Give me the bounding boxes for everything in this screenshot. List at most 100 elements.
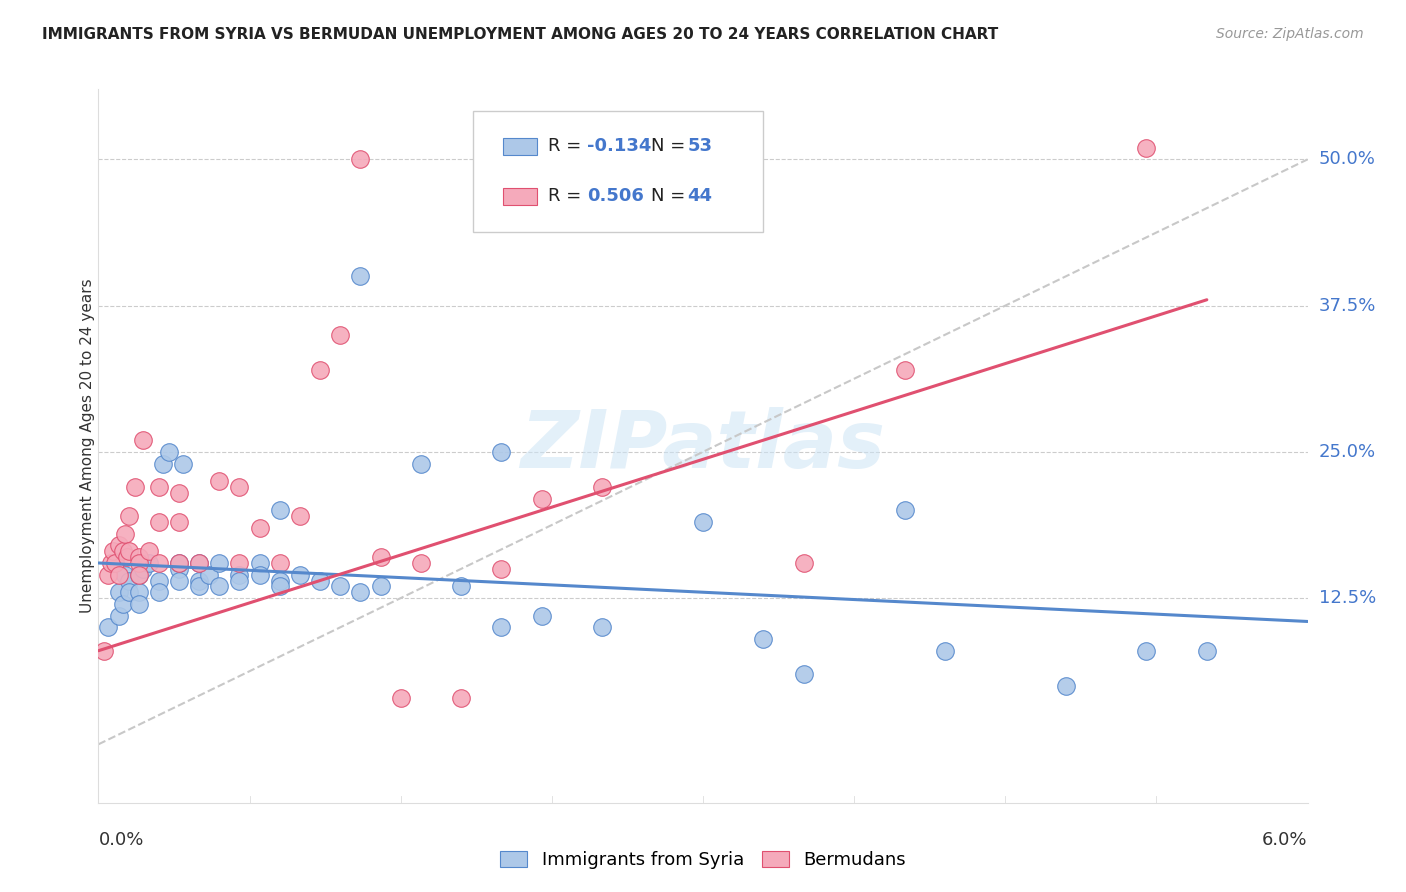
Point — [107, 538, 129, 552]
Point — [107, 585, 129, 599]
Point — [249, 521, 271, 535]
Point — [269, 503, 291, 517]
Point — [138, 544, 160, 558]
Point — [101, 544, 124, 558]
Text: -0.134: -0.134 — [586, 137, 651, 155]
Point — [118, 509, 141, 524]
Point — [228, 574, 250, 588]
Point — [114, 567, 136, 582]
Point — [450, 690, 472, 705]
Point — [103, 556, 125, 570]
Point — [329, 327, 352, 342]
Point — [93, 644, 115, 658]
Point — [128, 556, 150, 570]
Point — [118, 585, 141, 599]
Point — [148, 574, 170, 588]
Point — [208, 556, 231, 570]
Point — [114, 526, 136, 541]
Point — [249, 556, 271, 570]
Point — [349, 153, 371, 167]
Point — [530, 608, 553, 623]
Point — [167, 562, 190, 576]
Point — [148, 515, 170, 529]
Point — [409, 556, 432, 570]
FancyBboxPatch shape — [474, 111, 763, 232]
Point — [188, 574, 211, 588]
Point — [249, 567, 271, 582]
Point — [228, 480, 250, 494]
Point — [188, 556, 211, 570]
Text: IMMIGRANTS FROM SYRIA VS BERMUDAN UNEMPLOYMENT AMONG AGES 20 TO 24 YEARS CORRELA: IMMIGRANTS FROM SYRIA VS BERMUDAN UNEMPL… — [42, 27, 998, 42]
Point — [167, 515, 190, 529]
Point — [491, 620, 513, 634]
Point — [349, 585, 371, 599]
Point — [309, 574, 332, 588]
Point — [389, 690, 412, 705]
Text: 12.5%: 12.5% — [1319, 589, 1376, 607]
Point — [409, 457, 432, 471]
Point — [167, 485, 190, 500]
Point — [118, 544, 141, 558]
Point — [198, 567, 221, 582]
Point — [97, 620, 120, 634]
Point — [115, 550, 138, 565]
Point — [309, 363, 332, 377]
Y-axis label: Unemployment Among Ages 20 to 24 years: Unemployment Among Ages 20 to 24 years — [80, 278, 94, 614]
Point — [530, 491, 553, 506]
Point — [208, 474, 231, 488]
Point — [157, 445, 180, 459]
Point — [188, 556, 211, 570]
Point — [491, 445, 513, 459]
Point — [370, 579, 392, 593]
Text: N =: N = — [651, 137, 690, 155]
Point — [128, 567, 150, 582]
Point — [793, 667, 815, 681]
Point — [138, 556, 160, 570]
Point — [269, 556, 291, 570]
Point — [450, 579, 472, 593]
Text: 0.0%: 0.0% — [98, 831, 143, 849]
Text: 6.0%: 6.0% — [1263, 831, 1308, 849]
Point — [148, 556, 170, 570]
Text: N =: N = — [651, 187, 690, 205]
Point — [167, 556, 190, 570]
Text: 37.5%: 37.5% — [1319, 297, 1376, 315]
Point — [1135, 141, 1157, 155]
Point — [793, 556, 815, 570]
Text: 0.506: 0.506 — [586, 187, 644, 205]
Point — [107, 608, 129, 623]
Point — [128, 597, 150, 611]
Point — [128, 585, 150, 599]
Text: Source: ZipAtlas.com: Source: ZipAtlas.com — [1216, 27, 1364, 41]
Point — [97, 567, 120, 582]
Point — [893, 503, 915, 517]
Point — [329, 579, 352, 593]
Point — [228, 556, 250, 570]
Point — [269, 574, 291, 588]
Text: 25.0%: 25.0% — [1319, 442, 1376, 461]
Point — [591, 620, 613, 634]
Point — [349, 269, 371, 284]
FancyBboxPatch shape — [503, 187, 537, 205]
Text: 53: 53 — [688, 137, 713, 155]
Point — [111, 544, 134, 558]
Legend: Immigrants from Syria, Bermudans: Immigrants from Syria, Bermudans — [491, 842, 915, 879]
Point — [208, 579, 231, 593]
Point — [100, 556, 122, 570]
Point — [172, 457, 194, 471]
Text: 44: 44 — [688, 187, 713, 205]
Point — [111, 597, 134, 611]
Point — [132, 433, 155, 447]
Point — [128, 567, 150, 582]
Point — [288, 567, 311, 582]
Point — [167, 574, 190, 588]
Point — [934, 644, 956, 658]
Point — [1054, 679, 1077, 693]
Text: 50.0%: 50.0% — [1319, 151, 1375, 169]
Point — [128, 550, 150, 565]
Point — [1135, 644, 1157, 658]
Point — [752, 632, 775, 646]
Point — [370, 550, 392, 565]
Text: ZIPatlas: ZIPatlas — [520, 407, 886, 485]
Point — [269, 579, 291, 593]
